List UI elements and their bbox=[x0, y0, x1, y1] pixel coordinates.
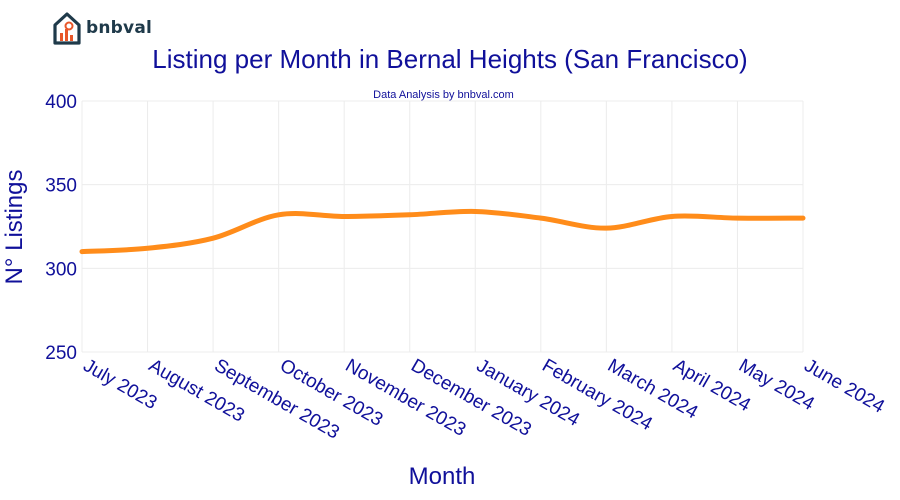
y-tick-label: 300 bbox=[45, 259, 77, 280]
chart-title: Listing per Month in Bernal Heights (San… bbox=[152, 44, 748, 74]
chart-subtitle: Data Analysis by bnbval.com bbox=[373, 89, 514, 101]
grid-lines bbox=[81, 100, 804, 353]
logo: bnbval bbox=[52, 10, 152, 46]
y-axis-ticks: 250 300 350 400 bbox=[45, 92, 77, 364]
x-tick-label: February 2024 bbox=[538, 355, 656, 435]
house-chart-icon bbox=[53, 12, 81, 45]
x-axis-title: Month bbox=[409, 463, 476, 490]
x-tick-label: June 2024 bbox=[801, 355, 889, 418]
y-tick-label: 250 bbox=[45, 343, 77, 364]
y-tick-label: 350 bbox=[45, 176, 77, 197]
y-axis-title: N° Listings bbox=[1, 170, 28, 285]
series-line bbox=[79, 208, 806, 255]
y-tick-label: 400 bbox=[45, 92, 77, 113]
logo-text: bnbval bbox=[86, 18, 153, 38]
series-layer bbox=[79, 208, 806, 255]
x-tick-label: July 2023 bbox=[80, 355, 161, 414]
